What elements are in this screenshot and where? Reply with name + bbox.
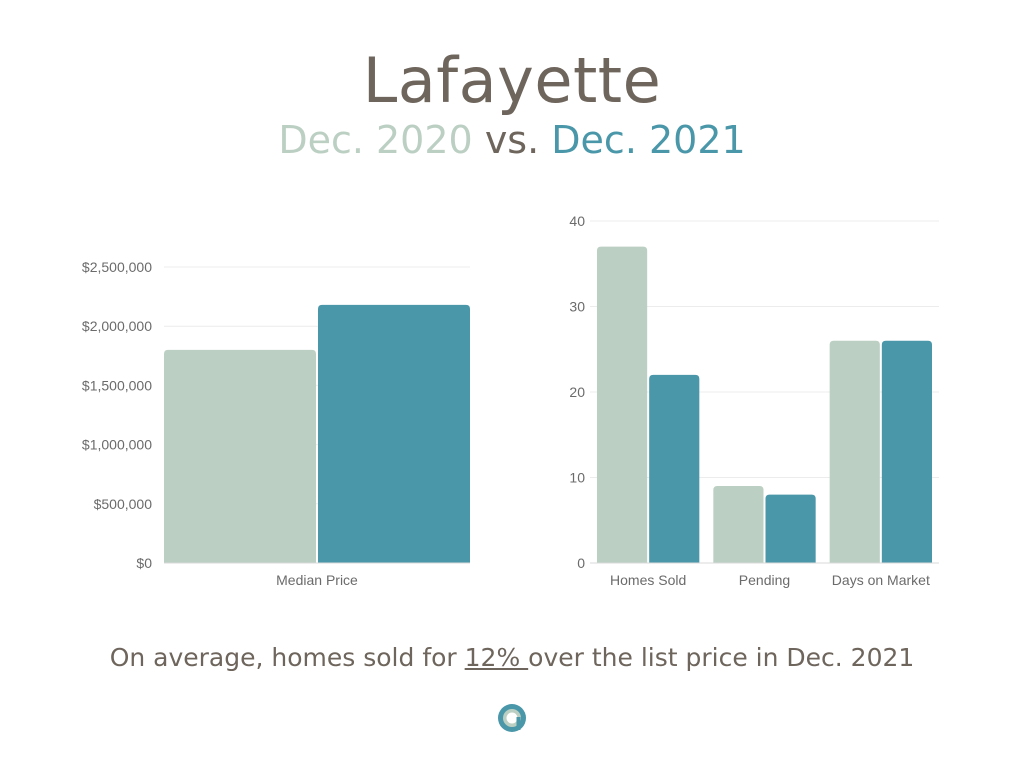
y-tick-label: 10 (569, 470, 585, 486)
bar-pending-dec-2021 (765, 494, 816, 563)
bar-median-price-dec-2021 (318, 304, 470, 563)
bar-homes-sold-dec-2021 (649, 374, 700, 563)
page-subtitle: Dec. 2020 vs. Dec. 2021 (0, 118, 1024, 162)
footer-text-before: On average, homes sold for (109, 643, 465, 672)
bar-median-price-dec-2020 (164, 349, 316, 563)
y-tick-label: 40 (569, 213, 585, 229)
x-category-label: Homes Sold (610, 572, 686, 588)
x-category-label: Median Price (276, 572, 358, 588)
y-tick-label: $500,000 (94, 496, 153, 512)
bar-pending-dec-2020 (713, 486, 764, 563)
y-tick-label: 30 (569, 299, 585, 315)
footer-highlight: 12% (464, 643, 529, 672)
subtitle-vs: vs. (484, 118, 540, 162)
footer-summary: On average, homes sold for 12% over the … (0, 643, 1024, 672)
y-tick-label: $0 (136, 555, 152, 571)
bar-homes-sold-dec-2020 (597, 246, 648, 563)
subtitle-dec-2021: Dec. 2021 (551, 118, 746, 162)
page-title: Lafayette (362, 44, 662, 117)
y-tick-label: 20 (569, 384, 585, 400)
x-category-label: Days on Market (832, 572, 930, 588)
bar-days-on-market-dec-2020 (829, 340, 880, 563)
subtitle-dec-2020: Dec. 2020 (278, 118, 473, 162)
y-tick-label: $1,500,000 (82, 377, 152, 393)
y-tick-label: $1,000,000 (82, 437, 152, 453)
footer-text-after: over the list price in Dec. 2021 (528, 643, 915, 672)
x-category-label: Pending (739, 572, 790, 588)
y-tick-label: $2,500,000 (82, 259, 152, 275)
y-tick-label: 0 (577, 555, 585, 571)
y-tick-label: $2,000,000 (82, 318, 152, 334)
bar-days-on-market-dec-2021 (881, 340, 932, 563)
brand-logo-icon (498, 704, 526, 732)
